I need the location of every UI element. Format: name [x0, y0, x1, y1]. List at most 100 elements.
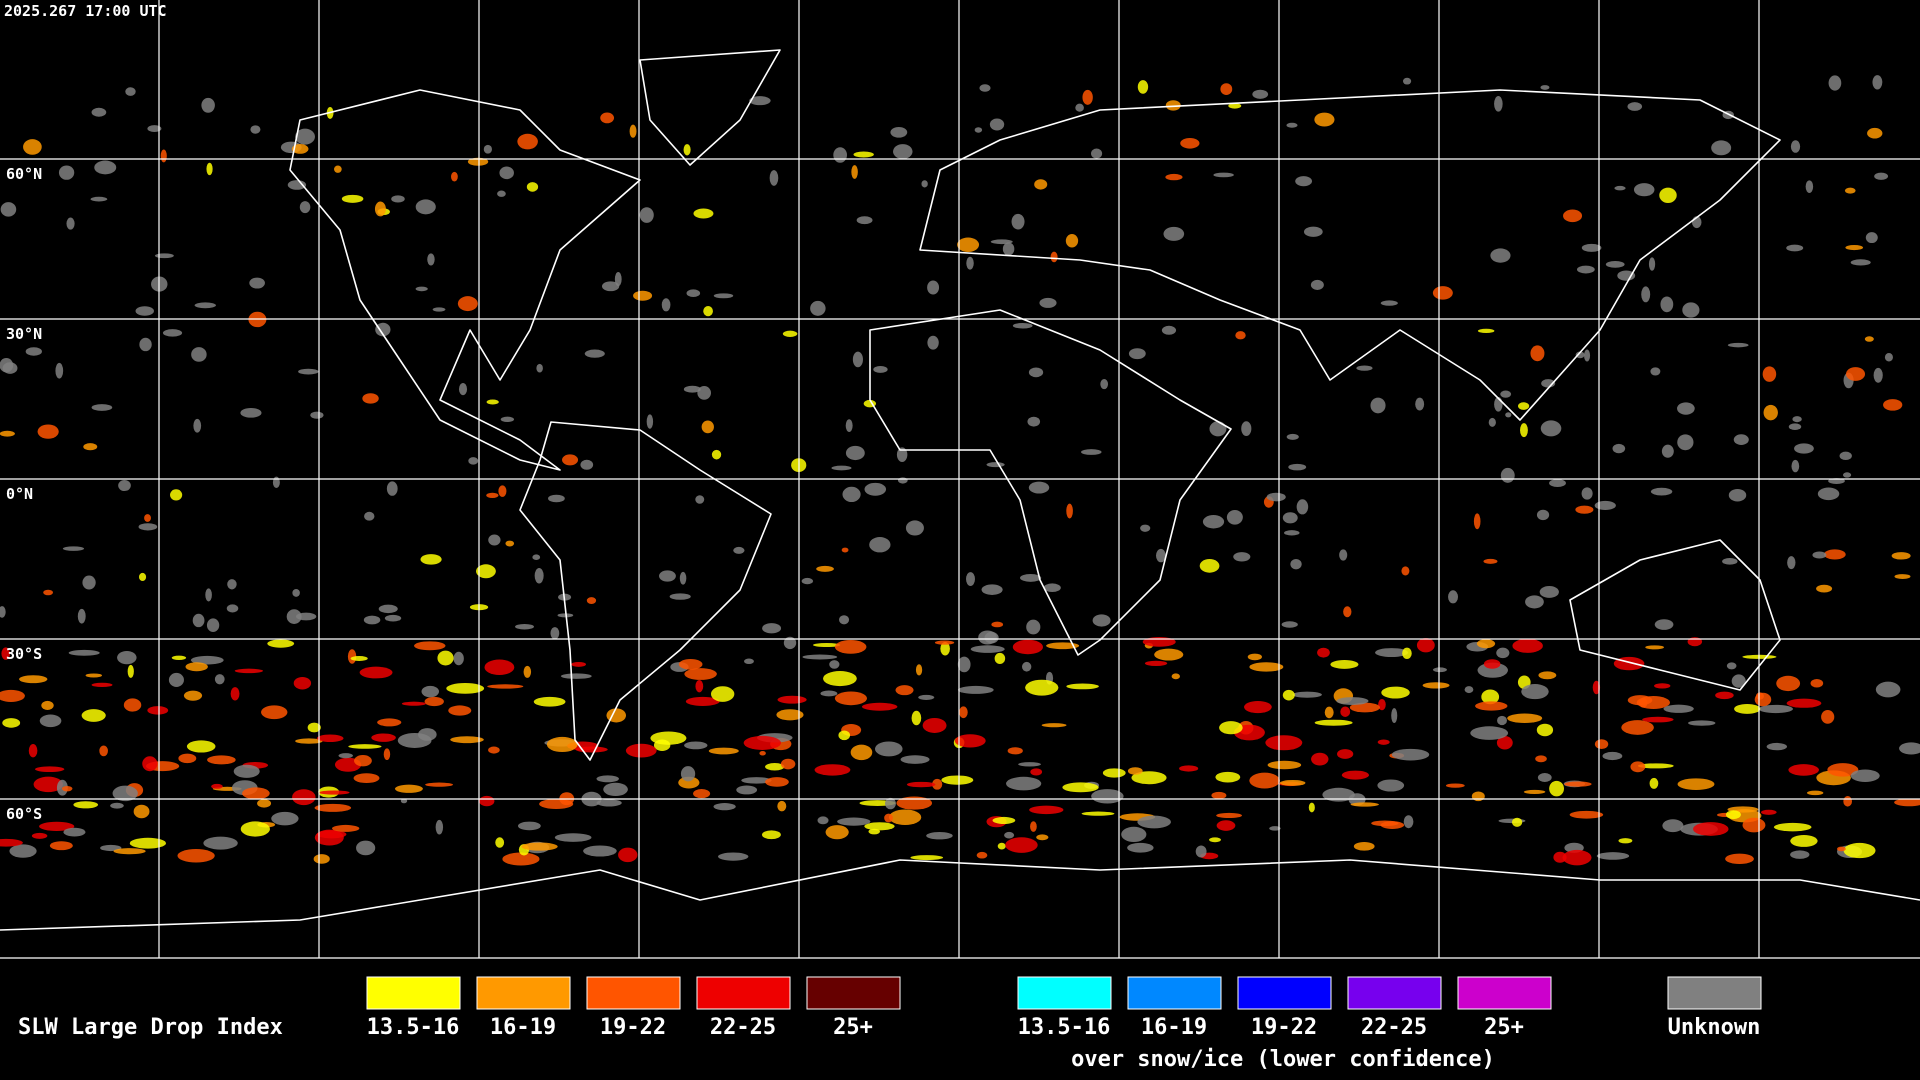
cloud-pixel	[1219, 721, 1243, 735]
cloud-pixel	[1290, 558, 1302, 570]
cloud-pixel	[600, 112, 615, 124]
cloud-pixel	[1496, 736, 1513, 750]
legend-note: over snow/ice (lower confidence)	[1071, 1047, 1495, 1072]
legend-swatch	[1127, 976, 1222, 1010]
cloud-pixel	[348, 744, 382, 749]
cloud-pixel	[1760, 809, 1777, 815]
cloud-pixel	[450, 736, 484, 744]
cloud-pixel	[1549, 780, 1565, 797]
cloud-pixel	[391, 195, 405, 203]
latitude-label: 60°S	[6, 805, 42, 823]
cloud-pixel	[226, 604, 239, 613]
cloud-pixel	[147, 706, 169, 715]
coastline	[919, 89, 1781, 421]
cloud-pixel	[1324, 706, 1334, 719]
cloud-pixel	[1235, 331, 1246, 340]
cloud-pixel	[1891, 552, 1911, 560]
legend-swatch	[1347, 976, 1442, 1010]
cloud-pixel	[497, 190, 506, 197]
cloud-pixel	[1216, 820, 1236, 831]
cloud-pixel	[1894, 574, 1911, 580]
cloud-pixel	[1562, 849, 1592, 866]
cloud-pixel	[39, 714, 62, 728]
cloud-pixel	[214, 674, 225, 685]
cloud-pixel	[319, 790, 350, 795]
cloud-pixel	[762, 623, 782, 634]
cloud-pixel	[1154, 648, 1184, 661]
legend-swatch	[1667, 976, 1762, 1010]
cloud-pixel	[451, 171, 458, 182]
cloud-pixel	[845, 445, 865, 461]
cloud-pixel	[205, 588, 212, 602]
cloud-pixel	[683, 144, 691, 156]
cloud-pixel	[1594, 739, 1609, 750]
cloud-pixel	[957, 237, 980, 253]
cloud-pixel	[1249, 662, 1284, 672]
cloud-pixel	[505, 540, 515, 547]
cloud-pixel	[927, 335, 939, 350]
cloud-pixel	[888, 809, 922, 826]
cloud-pixel	[468, 457, 479, 465]
cloud-pixel	[138, 523, 158, 531]
cloud-pixel	[1027, 416, 1041, 427]
cloud-pixel	[1314, 719, 1353, 726]
cloud-pixel	[168, 672, 184, 688]
coastline	[639, 49, 781, 166]
cloud-pixel	[741, 777, 772, 784]
cloud-pixel	[941, 775, 974, 785]
cloud-pixel	[1012, 639, 1044, 655]
cloud-pixel	[85, 673, 103, 678]
cloud-pixel	[686, 289, 701, 298]
cloud-pixel	[1663, 704, 1694, 713]
cloud-pixel	[91, 107, 107, 117]
cloud-pixel	[1416, 638, 1435, 653]
cloud-pixel	[90, 196, 108, 202]
cloud-pixel	[842, 486, 861, 503]
cloud-pixel	[364, 511, 375, 521]
cloud-pixel	[338, 753, 353, 759]
cloud-pixel	[1596, 852, 1630, 860]
cloud-pixel	[1612, 443, 1626, 454]
legend-swatch	[1457, 976, 1552, 1010]
cloud-pixel	[834, 639, 867, 654]
cloud-pixel	[1043, 583, 1061, 593]
cloud-pixel	[1575, 351, 1585, 359]
cloud-pixel	[1758, 704, 1793, 714]
cloud-pixel	[650, 731, 687, 745]
cloud-pixel	[1269, 826, 1281, 831]
cloud-pixel	[378, 604, 398, 614]
cloud-pixel	[1763, 404, 1778, 421]
cloud-pixel	[49, 841, 73, 851]
cloud-pixel	[769, 170, 779, 186]
cloud-pixel	[940, 641, 950, 656]
cloud-pixel	[394, 784, 423, 793]
cloud-pixel	[1627, 695, 1653, 706]
cloud-pixel	[193, 418, 202, 433]
cloud-pixel	[810, 300, 826, 316]
cloud-pixel	[583, 845, 617, 857]
cloud-pixel	[1432, 286, 1453, 300]
cloud-pixel	[841, 547, 849, 553]
cloud-pixel	[850, 744, 873, 761]
cloud-pixel	[58, 165, 75, 180]
cloud-pixel	[331, 824, 360, 832]
cloud-pixel	[1660, 296, 1674, 313]
cloud-pixel	[1520, 423, 1528, 438]
cloud-pixel	[1266, 492, 1286, 502]
cloud-pixel	[1279, 779, 1306, 786]
cloud-pixel	[94, 160, 117, 175]
cloud-pixel	[1483, 558, 1498, 564]
cloud-pixel	[1725, 810, 1741, 820]
cloud-pixel	[1199, 558, 1220, 573]
cloud-pixel	[1537, 773, 1552, 782]
cloud-pixel	[1209, 837, 1221, 843]
cloud-pixel	[1839, 451, 1852, 461]
cloud-pixel	[517, 133, 538, 150]
cloud-pixel	[708, 747, 739, 755]
cloud-pixel	[701, 420, 714, 434]
cloud-pixel	[1209, 421, 1227, 437]
cloud-pixel	[307, 722, 321, 733]
cloud-pixel	[1843, 842, 1876, 859]
cloud-pixel	[539, 798, 574, 810]
cloud-pixel	[1310, 279, 1324, 290]
